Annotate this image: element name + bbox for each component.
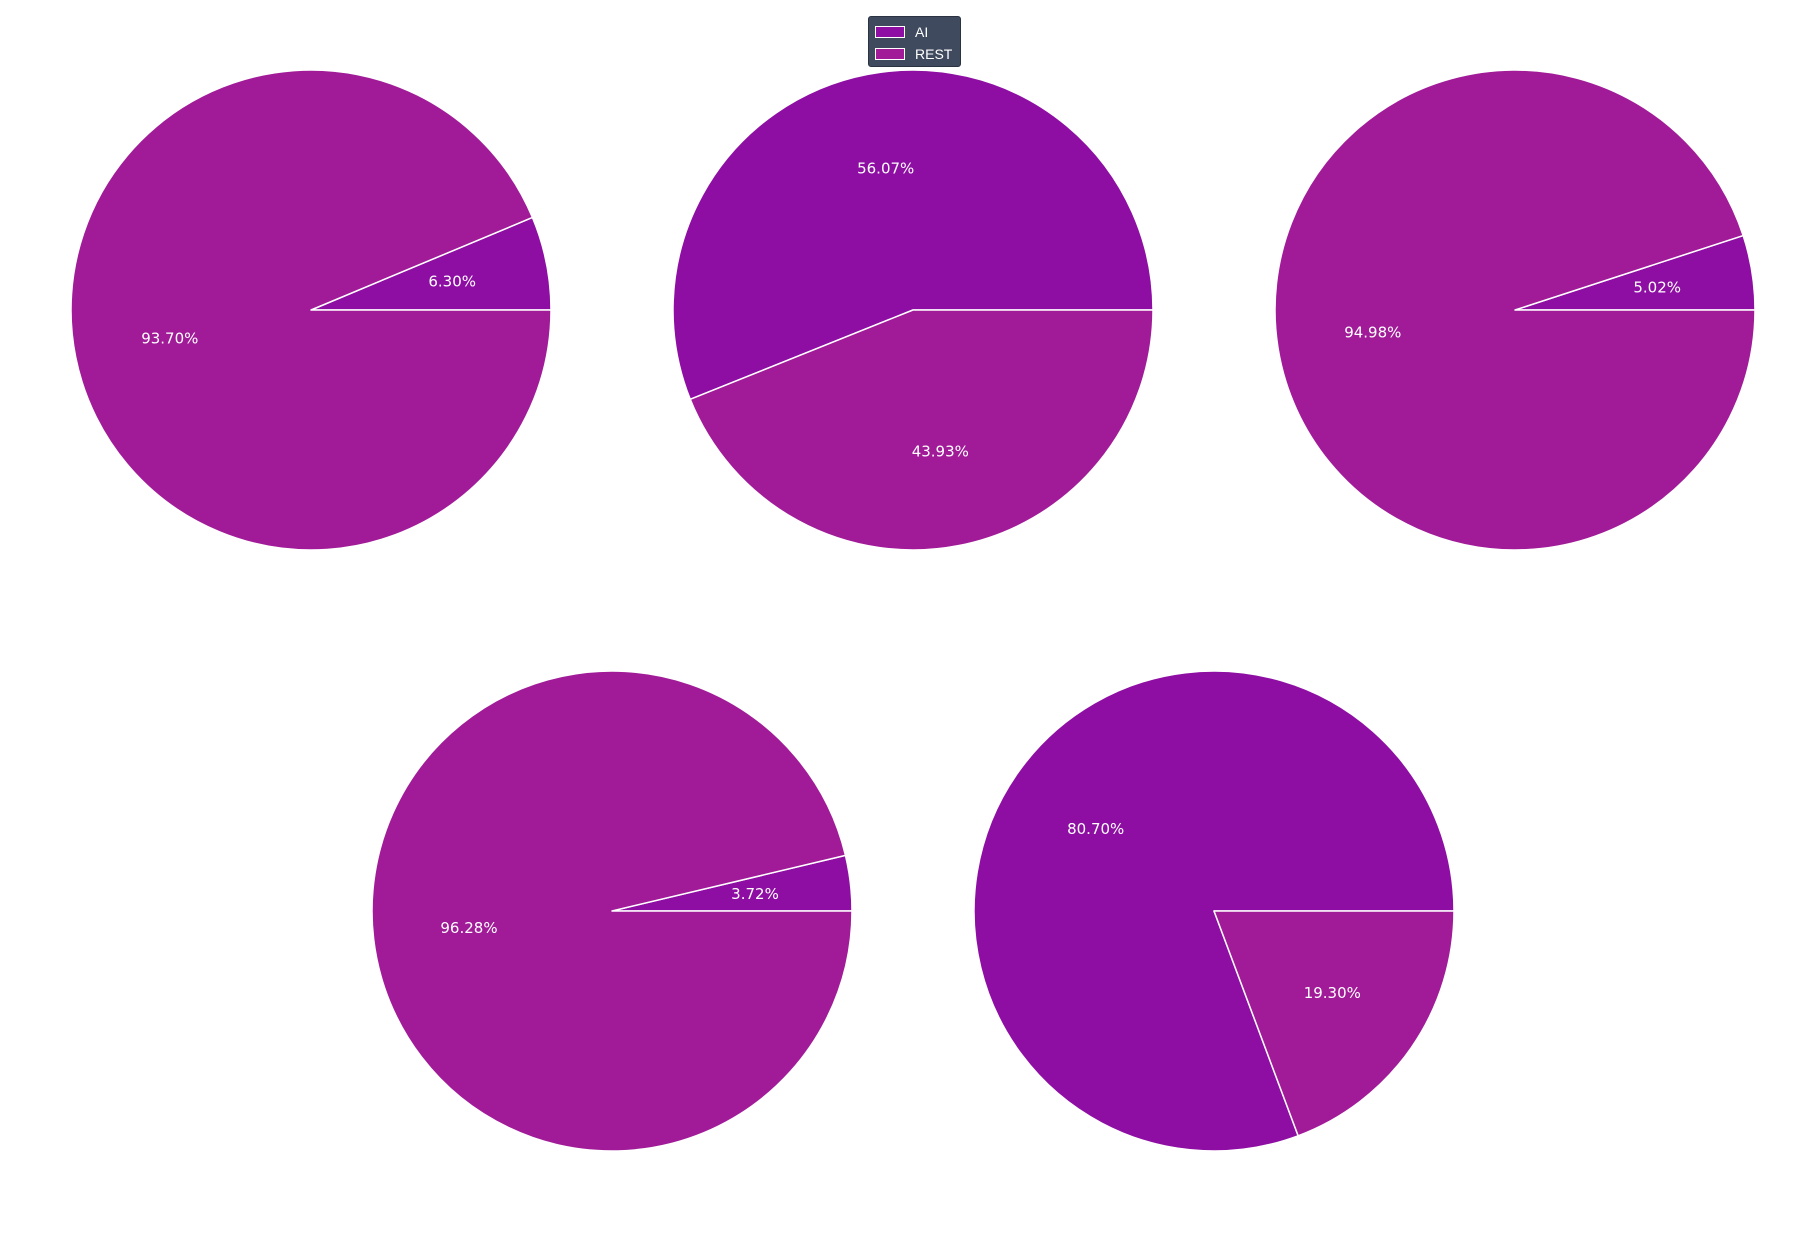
legend-item-rest[interactable]: REST <box>875 43 954 65</box>
pie-2-label-ai: 56.07% <box>857 160 914 178</box>
pie-3: 5.02% 94.98% <box>1274 69 1756 551</box>
pie-3-label-rest: 94.98% <box>1344 324 1401 342</box>
pie-1: 6.30% 93.70% <box>70 69 552 551</box>
pie-5: 80.70% 19.30% <box>973 670 1455 1152</box>
pie-2-label-rest: 43.93% <box>912 442 969 460</box>
legend-swatch-ai <box>875 26 905 38</box>
pie-2-slice-ai[interactable] <box>672 69 1154 401</box>
pie-5-label-rest: 19.30% <box>1304 984 1361 1002</box>
pie-2-slice-rest[interactable] <box>689 309 1154 551</box>
legend-label-rest: REST <box>915 46 953 62</box>
pie-1-label-rest: 93.70% <box>141 329 198 347</box>
pie-5-label-ai: 80.70% <box>1067 820 1124 838</box>
pie-2: 56.07% 43.93% <box>672 69 1154 551</box>
pie-4: 3.72% 96.28% <box>371 670 853 1152</box>
pie-1-label-ai: 6.30% <box>428 273 476 291</box>
legend-item-ai[interactable]: AI <box>875 21 954 43</box>
pie-4-slice-rest[interactable] <box>371 670 853 1152</box>
pie-1-slice-rest[interactable] <box>70 69 552 551</box>
pie-3-slice-rest[interactable] <box>1274 69 1756 551</box>
pie-3-label-ai: 5.02% <box>1633 278 1681 296</box>
legend-swatch-rest <box>875 48 905 60</box>
legend: AI REST <box>868 16 961 67</box>
pie-4-label-rest: 96.28% <box>440 919 497 937</box>
legend-label-ai: AI <box>915 24 929 40</box>
pie-4-label-ai: 3.72% <box>731 885 779 903</box>
pie-5-slice-rest[interactable] <box>1213 910 1455 1137</box>
